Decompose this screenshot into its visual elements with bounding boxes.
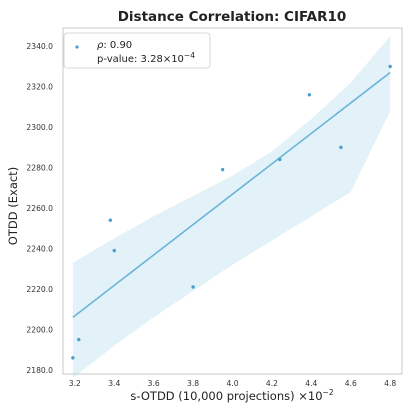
plot-frame: [62, 27, 403, 375]
legend-rho-entry: ρ: 0.90: [97, 40, 132, 51]
data-point-2: [77, 337, 81, 342]
x-tick-label: 3.6: [148, 379, 160, 388]
x-tick-label: 4.4: [305, 379, 317, 388]
y-tick-label: 2180.0: [26, 366, 53, 375]
y-tick-label: 2240.0: [26, 245, 53, 254]
chart-title: Distance Correlation: CIFAR10: [118, 9, 347, 25]
y-tick-label: 2320.0: [26, 83, 53, 92]
legend-rho-symbol: ρ: [97, 40, 104, 51]
x-tick-label: 4.0: [226, 379, 238, 388]
data-point-3: [108, 218, 113, 222]
data-point-7: [278, 157, 282, 162]
data-point-6: [220, 167, 225, 172]
data-point-layer: [71, 64, 392, 360]
x-tick-label: 4.8: [384, 379, 396, 388]
data-point-5: [191, 285, 195, 289]
legend-pvalue-main: p-value: 3.28×10: [97, 54, 184, 65]
x-axis-label-main: s-OTDD (10,000 projections) ×10: [130, 389, 322, 403]
legend-rho-value: : 0.90: [103, 40, 132, 51]
x-tick-label: 3.8: [187, 379, 199, 388]
x-tick-label: 4.6: [345, 379, 357, 388]
regression-line-layer: [72, 71, 391, 318]
y-tick-label: 2260.0: [26, 204, 53, 213]
x-tick-label: 4.2: [266, 379, 278, 388]
y-tick-labels: 2180.0 2200.0 2220.0 2240.0 2260.0 2280.0 2300…: [26, 42, 53, 375]
y-tick-label: 2200.0: [26, 325, 53, 334]
data-point-8: [307, 93, 312, 97]
y-tick-label: 2280.0: [26, 164, 53, 173]
confidence-band-layer: [72, 36, 391, 378]
legend-box: [63, 32, 211, 69]
x-tick-label: 3.4: [108, 379, 120, 388]
data-point-4: [112, 248, 116, 253]
data-point-9: [339, 145, 343, 150]
legend-marker: [75, 45, 79, 49]
x-axis-label: s-OTDD (10,000 projections) ×10−2: [130, 388, 333, 403]
data-point-10: [388, 64, 392, 69]
y-tick-label: 2300.0: [26, 123, 53, 132]
x-tick-label: 3.2: [69, 379, 81, 388]
y-tick-label: 2220.0: [26, 285, 53, 294]
y-tick-label: 2340.0: [26, 42, 53, 51]
data-point-1: [71, 356, 75, 360]
legend-pvalue-entry: p-value: 3.28×10−4: [97, 51, 195, 65]
x-tick-labels: 3.2 3.4 3.6 3.8 4.0 4.2 4.4 4.6 4.8: [69, 379, 397, 388]
legend: ρ: 0.90 p-value: 3.28×10−4: [63, 32, 211, 69]
y-axis-label: OTDD (Exact): [6, 167, 20, 245]
x-axis-label-exponent: −2: [323, 388, 334, 397]
confidence-band: [72, 36, 391, 378]
legend-pvalue-exponent: −4: [184, 51, 195, 60]
regression-line: [72, 71, 391, 318]
